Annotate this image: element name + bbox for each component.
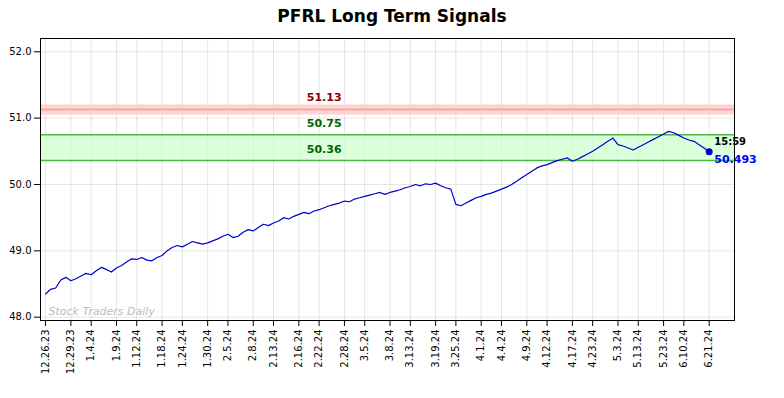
svg-text:Stock Traders Daily: Stock Traders Daily	[49, 305, 156, 318]
svg-text:4.4.24: 4.4.24	[496, 330, 507, 362]
svg-text:5.23.24: 5.23.24	[658, 330, 669, 368]
svg-text:12.26.23: 12.26.23	[40, 330, 51, 375]
svg-text:5.13.24: 5.13.24	[632, 330, 643, 368]
svg-text:6.21.24: 6.21.24	[703, 330, 714, 368]
svg-text:1.9.24: 1.9.24	[111, 330, 122, 362]
svg-text:2.22.24: 2.22.24	[313, 330, 324, 368]
svg-text:2.5.24: 2.5.24	[222, 330, 233, 362]
svg-text:1.18.24: 1.18.24	[156, 330, 167, 368]
svg-text:50.75: 50.75	[307, 117, 342, 130]
svg-text:50.0: 50.0	[9, 179, 31, 190]
svg-text:2.13.24: 2.13.24	[268, 330, 279, 368]
svg-text:51.0: 51.0	[9, 112, 31, 123]
svg-text:4.23.24: 4.23.24	[587, 330, 598, 368]
svg-text:6.10.24: 6.10.24	[678, 330, 689, 368]
svg-text:5.3.24: 5.3.24	[612, 330, 623, 362]
svg-text:3.19.24: 3.19.24	[430, 330, 441, 368]
svg-text:48.0: 48.0	[9, 311, 31, 322]
svg-text:2.28.24: 2.28.24	[339, 330, 350, 368]
svg-text:3.13.24: 3.13.24	[404, 330, 415, 368]
svg-text:4.12.24: 4.12.24	[541, 330, 552, 368]
svg-text:1.24.24: 1.24.24	[177, 330, 188, 368]
svg-text:4.9.24: 4.9.24	[521, 330, 532, 362]
svg-text:1.4.24: 1.4.24	[85, 330, 96, 362]
svg-text:12.29.23: 12.29.23	[65, 330, 76, 375]
svg-text:50.493: 50.493	[714, 153, 756, 166]
svg-text:4.17.24: 4.17.24	[567, 330, 578, 368]
svg-text:3.25.24: 3.25.24	[450, 330, 461, 368]
svg-text:4.1.24: 4.1.24	[475, 330, 486, 362]
svg-text:1.12.24: 1.12.24	[131, 330, 142, 368]
svg-text:3.8.24: 3.8.24	[384, 330, 395, 362]
svg-text:50.36: 50.36	[307, 143, 342, 156]
svg-text:52.0: 52.0	[9, 46, 31, 57]
svg-text:2.8.24: 2.8.24	[247, 330, 258, 362]
svg-text:15:59: 15:59	[714, 136, 746, 147]
svg-text:1.30.24: 1.30.24	[202, 330, 213, 368]
svg-text:3.5.24: 3.5.24	[359, 330, 370, 362]
svg-text:49.0: 49.0	[9, 245, 31, 256]
svg-text:51.13: 51.13	[307, 91, 342, 104]
html-text:PFRL Long Term Signals: PFRL Long Term Signals	[277, 6, 507, 26]
svg-text:2.16.24: 2.16.24	[293, 330, 304, 368]
